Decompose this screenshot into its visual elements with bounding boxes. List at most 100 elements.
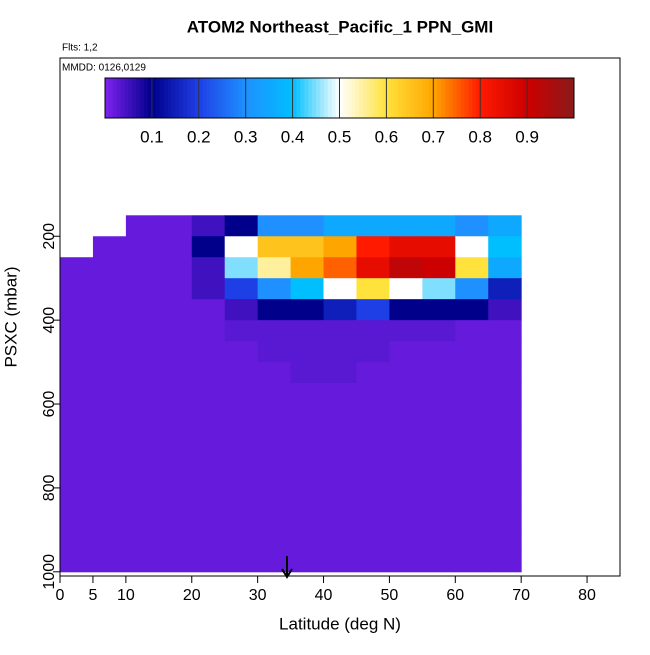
heatmap-cell bbox=[92, 466, 127, 489]
colorbar-swatch bbox=[386, 78, 391, 118]
heatmap-cell bbox=[323, 278, 357, 300]
heatmap-cell bbox=[488, 299, 522, 321]
heatmap-cell bbox=[422, 550, 456, 573]
colorbar-swatch bbox=[503, 78, 509, 118]
heatmap-cell bbox=[191, 362, 226, 384]
x-tick-label: 80 bbox=[578, 587, 596, 604]
colorbar-swatch bbox=[108, 78, 114, 118]
colorbar-swatch bbox=[570, 78, 575, 118]
heatmap-cell bbox=[224, 341, 259, 363]
heatmap-cell bbox=[191, 404, 226, 426]
heatmap-cell bbox=[455, 487, 489, 510]
heatmap-cell bbox=[422, 320, 456, 342]
heatmap-cell bbox=[257, 445, 292, 468]
colorbar-swatch bbox=[187, 78, 192, 118]
colorbar-swatch bbox=[120, 78, 126, 118]
heatmap-cell bbox=[290, 404, 325, 426]
heatmap-cell bbox=[455, 299, 489, 321]
colorbar-swatch bbox=[441, 78, 446, 118]
colorbar-swatch bbox=[304, 78, 309, 118]
heatmap-cell bbox=[257, 508, 292, 531]
heatmap-cell bbox=[422, 236, 456, 258]
heatmap-cell bbox=[356, 508, 390, 531]
heatmap-cell bbox=[60, 320, 94, 342]
heatmap-cell bbox=[191, 445, 226, 468]
colorbar-swatch bbox=[245, 78, 251, 118]
heatmap-cell bbox=[125, 529, 160, 552]
heatmap-cell bbox=[191, 257, 226, 279]
colorbar-swatch bbox=[417, 78, 423, 118]
heatmap-cell bbox=[488, 529, 522, 552]
heatmap-cell bbox=[125, 508, 160, 531]
heatmap-cell bbox=[356, 299, 390, 321]
heatmap-cell bbox=[455, 550, 489, 573]
heatmap-cell bbox=[158, 508, 193, 531]
heatmap-cell bbox=[60, 299, 94, 321]
flights-label: Flts: 1,2 bbox=[62, 43, 98, 54]
heatmap-cell bbox=[191, 508, 226, 531]
heatmap-cell bbox=[158, 445, 193, 468]
colorbar-swatch bbox=[261, 78, 266, 118]
heatmap-cell bbox=[158, 320, 193, 342]
colorbar-swatch bbox=[105, 78, 110, 118]
heatmap-cell bbox=[60, 257, 94, 279]
colorbar-swatch bbox=[433, 78, 438, 118]
colorbar-swatch bbox=[355, 78, 360, 118]
heatmap-cell bbox=[125, 236, 160, 258]
heatmap-cell bbox=[290, 529, 325, 552]
x-axis-label: Latitude (deg N) bbox=[279, 614, 401, 633]
heatmap-cell bbox=[323, 508, 357, 531]
heatmap-cell bbox=[422, 425, 456, 447]
heatmap-cell bbox=[356, 215, 390, 237]
y-tick-label: 1000 bbox=[41, 554, 58, 590]
heatmap-cell bbox=[290, 383, 325, 405]
heatmap-cell bbox=[356, 278, 390, 300]
heatmap-cell bbox=[60, 445, 94, 468]
colorbar-swatch bbox=[351, 78, 356, 118]
heatmap-cell bbox=[92, 550, 127, 573]
heatmap-cell bbox=[455, 529, 489, 552]
heatmap-cell bbox=[389, 445, 423, 468]
colorbar-swatch bbox=[296, 78, 301, 118]
heatmap-cell bbox=[60, 487, 94, 510]
colorbar-swatch bbox=[531, 78, 536, 118]
heatmap-cell bbox=[92, 257, 127, 279]
colorbar-swatch bbox=[527, 78, 532, 118]
heatmap-cell bbox=[455, 278, 489, 300]
heatmap-cell bbox=[125, 299, 160, 321]
colorbar-swatch bbox=[190, 78, 196, 118]
heatmap-cell bbox=[290, 466, 325, 489]
colorbar-swatch bbox=[566, 78, 571, 118]
heatmap-cell bbox=[257, 425, 292, 447]
heatmap-cell bbox=[191, 383, 226, 405]
heatmap-cell bbox=[323, 236, 357, 258]
heatmap-cell bbox=[158, 236, 193, 258]
heatmap-cell bbox=[455, 445, 489, 468]
colorbar-swatch bbox=[409, 78, 415, 118]
heatmap-cell bbox=[125, 383, 160, 405]
heatmap-cell bbox=[257, 299, 292, 321]
heatmap-cell bbox=[191, 425, 226, 447]
heatmap-cell bbox=[257, 550, 292, 573]
heatmap-cell bbox=[224, 487, 259, 510]
heatmap-cell bbox=[290, 320, 325, 342]
heatmap-cell bbox=[290, 487, 325, 510]
colorbar-swatch bbox=[183, 78, 188, 118]
heatmap-cell bbox=[389, 341, 423, 363]
colorbar-swatch bbox=[132, 78, 137, 118]
heatmap-cell bbox=[224, 299, 259, 321]
heatmap-cell bbox=[158, 487, 193, 510]
heatmap-cell bbox=[224, 529, 259, 552]
heatmap-cell bbox=[356, 445, 390, 468]
heatmap-cell bbox=[191, 529, 226, 552]
heatmap-cell bbox=[92, 487, 127, 510]
colorbar-swatch bbox=[284, 78, 290, 118]
heatmap-cell bbox=[125, 425, 160, 447]
heatmap-cell bbox=[92, 529, 127, 552]
y-tick-label: 400 bbox=[41, 307, 58, 334]
heatmap-cell bbox=[356, 487, 390, 510]
heatmap-cell bbox=[422, 529, 456, 552]
heatmap-cell bbox=[488, 508, 522, 531]
colorbar-swatch bbox=[319, 78, 325, 118]
heatmap-cell bbox=[422, 404, 456, 426]
